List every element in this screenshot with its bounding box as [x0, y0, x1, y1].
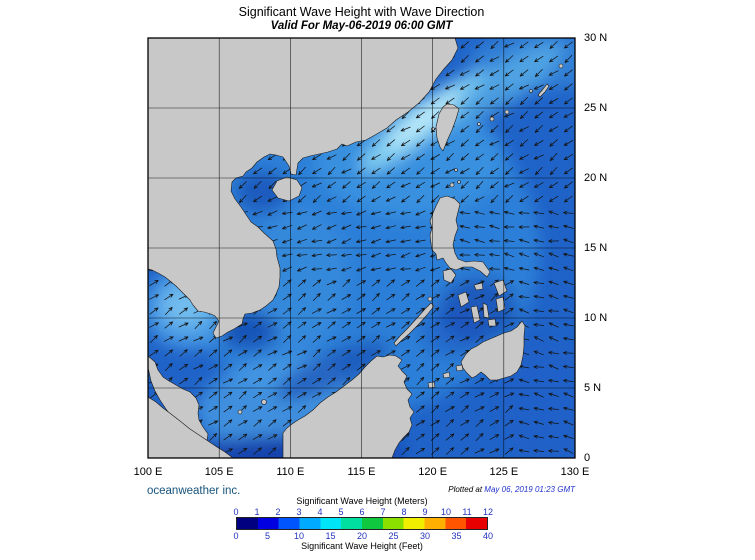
- island-jolo: [442, 371, 451, 379]
- island-mindanao: [460, 320, 526, 381]
- feet-tick: 40: [482, 531, 494, 541]
- lat-tick-label: 30 N: [584, 32, 608, 44]
- lat-tick-label: 5 N: [584, 382, 602, 394]
- island-babuyan-2: [457, 180, 461, 184]
- land-sumatra: [148, 396, 234, 458]
- land-layer: [148, 38, 564, 458]
- island-babuyan: [449, 182, 455, 188]
- lat-tick-label: 10 N: [584, 312, 608, 324]
- meters-tick: 2: [275, 507, 281, 517]
- lon-tick-label: 120 E: [418, 466, 448, 478]
- island-hainan: [271, 176, 303, 202]
- colorbar-gradient: [236, 517, 488, 530]
- meters-tick: 8: [401, 507, 407, 517]
- meters-tick: 12: [482, 507, 494, 517]
- lon-tick-label: 110 E: [276, 466, 305, 478]
- lon-tick-label: 100 E: [133, 466, 163, 478]
- meters-tick: 1: [254, 507, 260, 517]
- island-taiwan: [435, 103, 460, 152]
- lat-tick-label: 25 N: [584, 102, 608, 114]
- island-batan: [454, 168, 458, 172]
- island-basilan: [455, 364, 464, 372]
- page-title: Significant Wave Height with Wave Direct…: [238, 5, 485, 19]
- island-luzon: [429, 195, 491, 278]
- island-calamian: [427, 296, 433, 302]
- lat-tick-label: 20 N: [584, 172, 608, 184]
- feet-tick: 10: [293, 531, 305, 541]
- plotted-timestamp: Plotted at May 06, 2019 01:23 GMT: [355, 485, 575, 494]
- colorbar-meters-ticks: 0 1 2 3 4 5 6 7 8 9 10 11 12: [233, 507, 493, 517]
- island-yonaguni: [477, 122, 481, 126]
- land-borneo: [282, 354, 415, 458]
- meters-tick: 5: [338, 507, 344, 517]
- island-natuna: [261, 399, 267, 405]
- island-ishigaki: [489, 116, 495, 122]
- island-palawan: [393, 302, 435, 347]
- feet-tick: 20: [356, 531, 368, 541]
- lat-tick-label: 15 N: [584, 242, 608, 254]
- island-panay: [457, 291, 470, 308]
- feet-tick: 5: [264, 531, 271, 541]
- lon-tick-label: 130 E: [560, 466, 590, 478]
- colorbar-feet-label: Significant Wave Height (Feet): [301, 541, 423, 551]
- meters-tick: 6: [359, 507, 365, 517]
- meters-tick: 7: [380, 507, 386, 517]
- graticule-grid: [148, 38, 575, 458]
- plotted-prefix: Plotted at: [448, 485, 483, 494]
- feet-tick: 30: [419, 531, 431, 541]
- lon-tick-label: 115 E: [347, 466, 376, 478]
- island-mindoro: [442, 268, 457, 284]
- island-miyako: [504, 109, 510, 115]
- meters-tick: 3: [296, 507, 302, 517]
- land-china-indochina: [148, 38, 459, 339]
- island-bohol: [487, 318, 497, 327]
- colorbar-feet-ticks: 0 5 10 15 20 25 30 35 40: [233, 531, 493, 541]
- meters-tick: 11: [462, 507, 472, 517]
- lon-tick-label: 125 E: [489, 466, 519, 478]
- island-kume: [529, 89, 533, 93]
- lat-tick-label: 0: [584, 452, 591, 464]
- island-amami: [558, 63, 564, 69]
- island-negros: [470, 305, 481, 324]
- credit-text: oceanweather inc.: [147, 485, 241, 497]
- island-masbate: [473, 282, 484, 291]
- meters-tick: 0: [233, 507, 239, 517]
- meters-tick: 4: [317, 507, 323, 517]
- lon-tick-label: 105 E: [204, 466, 234, 478]
- plotted-datetime: May 06, 2019 01:23 GMT: [484, 485, 575, 494]
- meters-tick: 9: [422, 507, 428, 517]
- feet-tick: 0: [233, 531, 239, 541]
- land-malay-peninsula: [148, 355, 209, 443]
- feet-tick: 35: [451, 531, 462, 541]
- valid-time-subtitle: Valid For May-06-2019 06:00 GMT: [270, 20, 453, 32]
- island-leyte: [495, 296, 506, 313]
- island-anambas: [237, 409, 243, 415]
- feet-tick: 15: [325, 531, 336, 541]
- meters-tick: 10: [440, 507, 452, 517]
- map-frame: [147, 37, 576, 459]
- colorbar-meters-label: Significant Wave Height (Meters): [296, 496, 428, 506]
- island-tawi-tawi: [427, 381, 436, 389]
- feet-tick: 25: [388, 531, 399, 541]
- island-okinawa: [537, 83, 550, 98]
